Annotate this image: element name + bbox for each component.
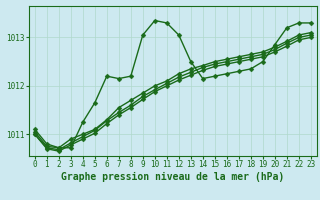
X-axis label: Graphe pression niveau de la mer (hPa): Graphe pression niveau de la mer (hPa) bbox=[61, 172, 284, 182]
